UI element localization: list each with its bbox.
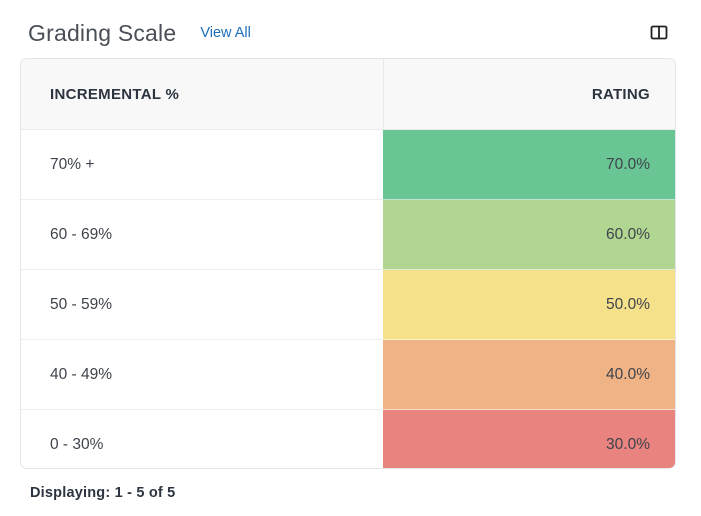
column-header-incremental[interactable]: INCREMENTAL %: [21, 59, 383, 130]
table-row: 70% + 70.0%: [21, 129, 675, 200]
grading-scale-table: INCREMENTAL % RATING 70% + 70.0% 60 - 69…: [21, 59, 675, 468]
widget-header: Grading Scale View All: [28, 16, 251, 50]
range-cell: 50 - 59%: [21, 269, 383, 340]
widget-title: Grading Scale: [28, 19, 177, 46]
table-row: 40 - 49% 40.0%: [21, 339, 675, 410]
range-cell: 40 - 49%: [21, 339, 383, 410]
table-row: 50 - 59% 50.0%: [21, 269, 675, 340]
table-row: 0 - 30% 30.0%: [21, 409, 675, 468]
range-cell: 70% +: [21, 129, 383, 200]
rating-cell: 60.0%: [383, 199, 675, 270]
range-cell: 0 - 30%: [50, 435, 104, 453]
table-row: 60 - 69% 60.0%: [21, 199, 675, 270]
range-cell: 60 - 69%: [21, 199, 383, 270]
rating-cell: 50.0%: [383, 269, 675, 340]
table-body: 70% + 70.0% 60 - 69% 60.0% 50 - 59% 50.0…: [21, 129, 675, 468]
rating-cell: 30.0%: [383, 409, 675, 468]
panel-layout-icon-graphic: [650, 25, 668, 40]
rating-cell: 40.0%: [383, 339, 675, 410]
pagination-summary: Displaying: 1 - 5 of 5: [30, 485, 176, 501]
rating-cell: 70.0%: [383, 129, 675, 200]
grading-scale-table-card: INCREMENTAL % RATING 70% + 70.0% 60 - 69…: [20, 58, 676, 469]
column-header-rating[interactable]: RATING: [382, 59, 675, 130]
panel-layout-icon[interactable]: [650, 25, 668, 41]
table-header-row: INCREMENTAL % RATING: [21, 59, 675, 130]
view-all-link[interactable]: View All: [200, 25, 251, 41]
